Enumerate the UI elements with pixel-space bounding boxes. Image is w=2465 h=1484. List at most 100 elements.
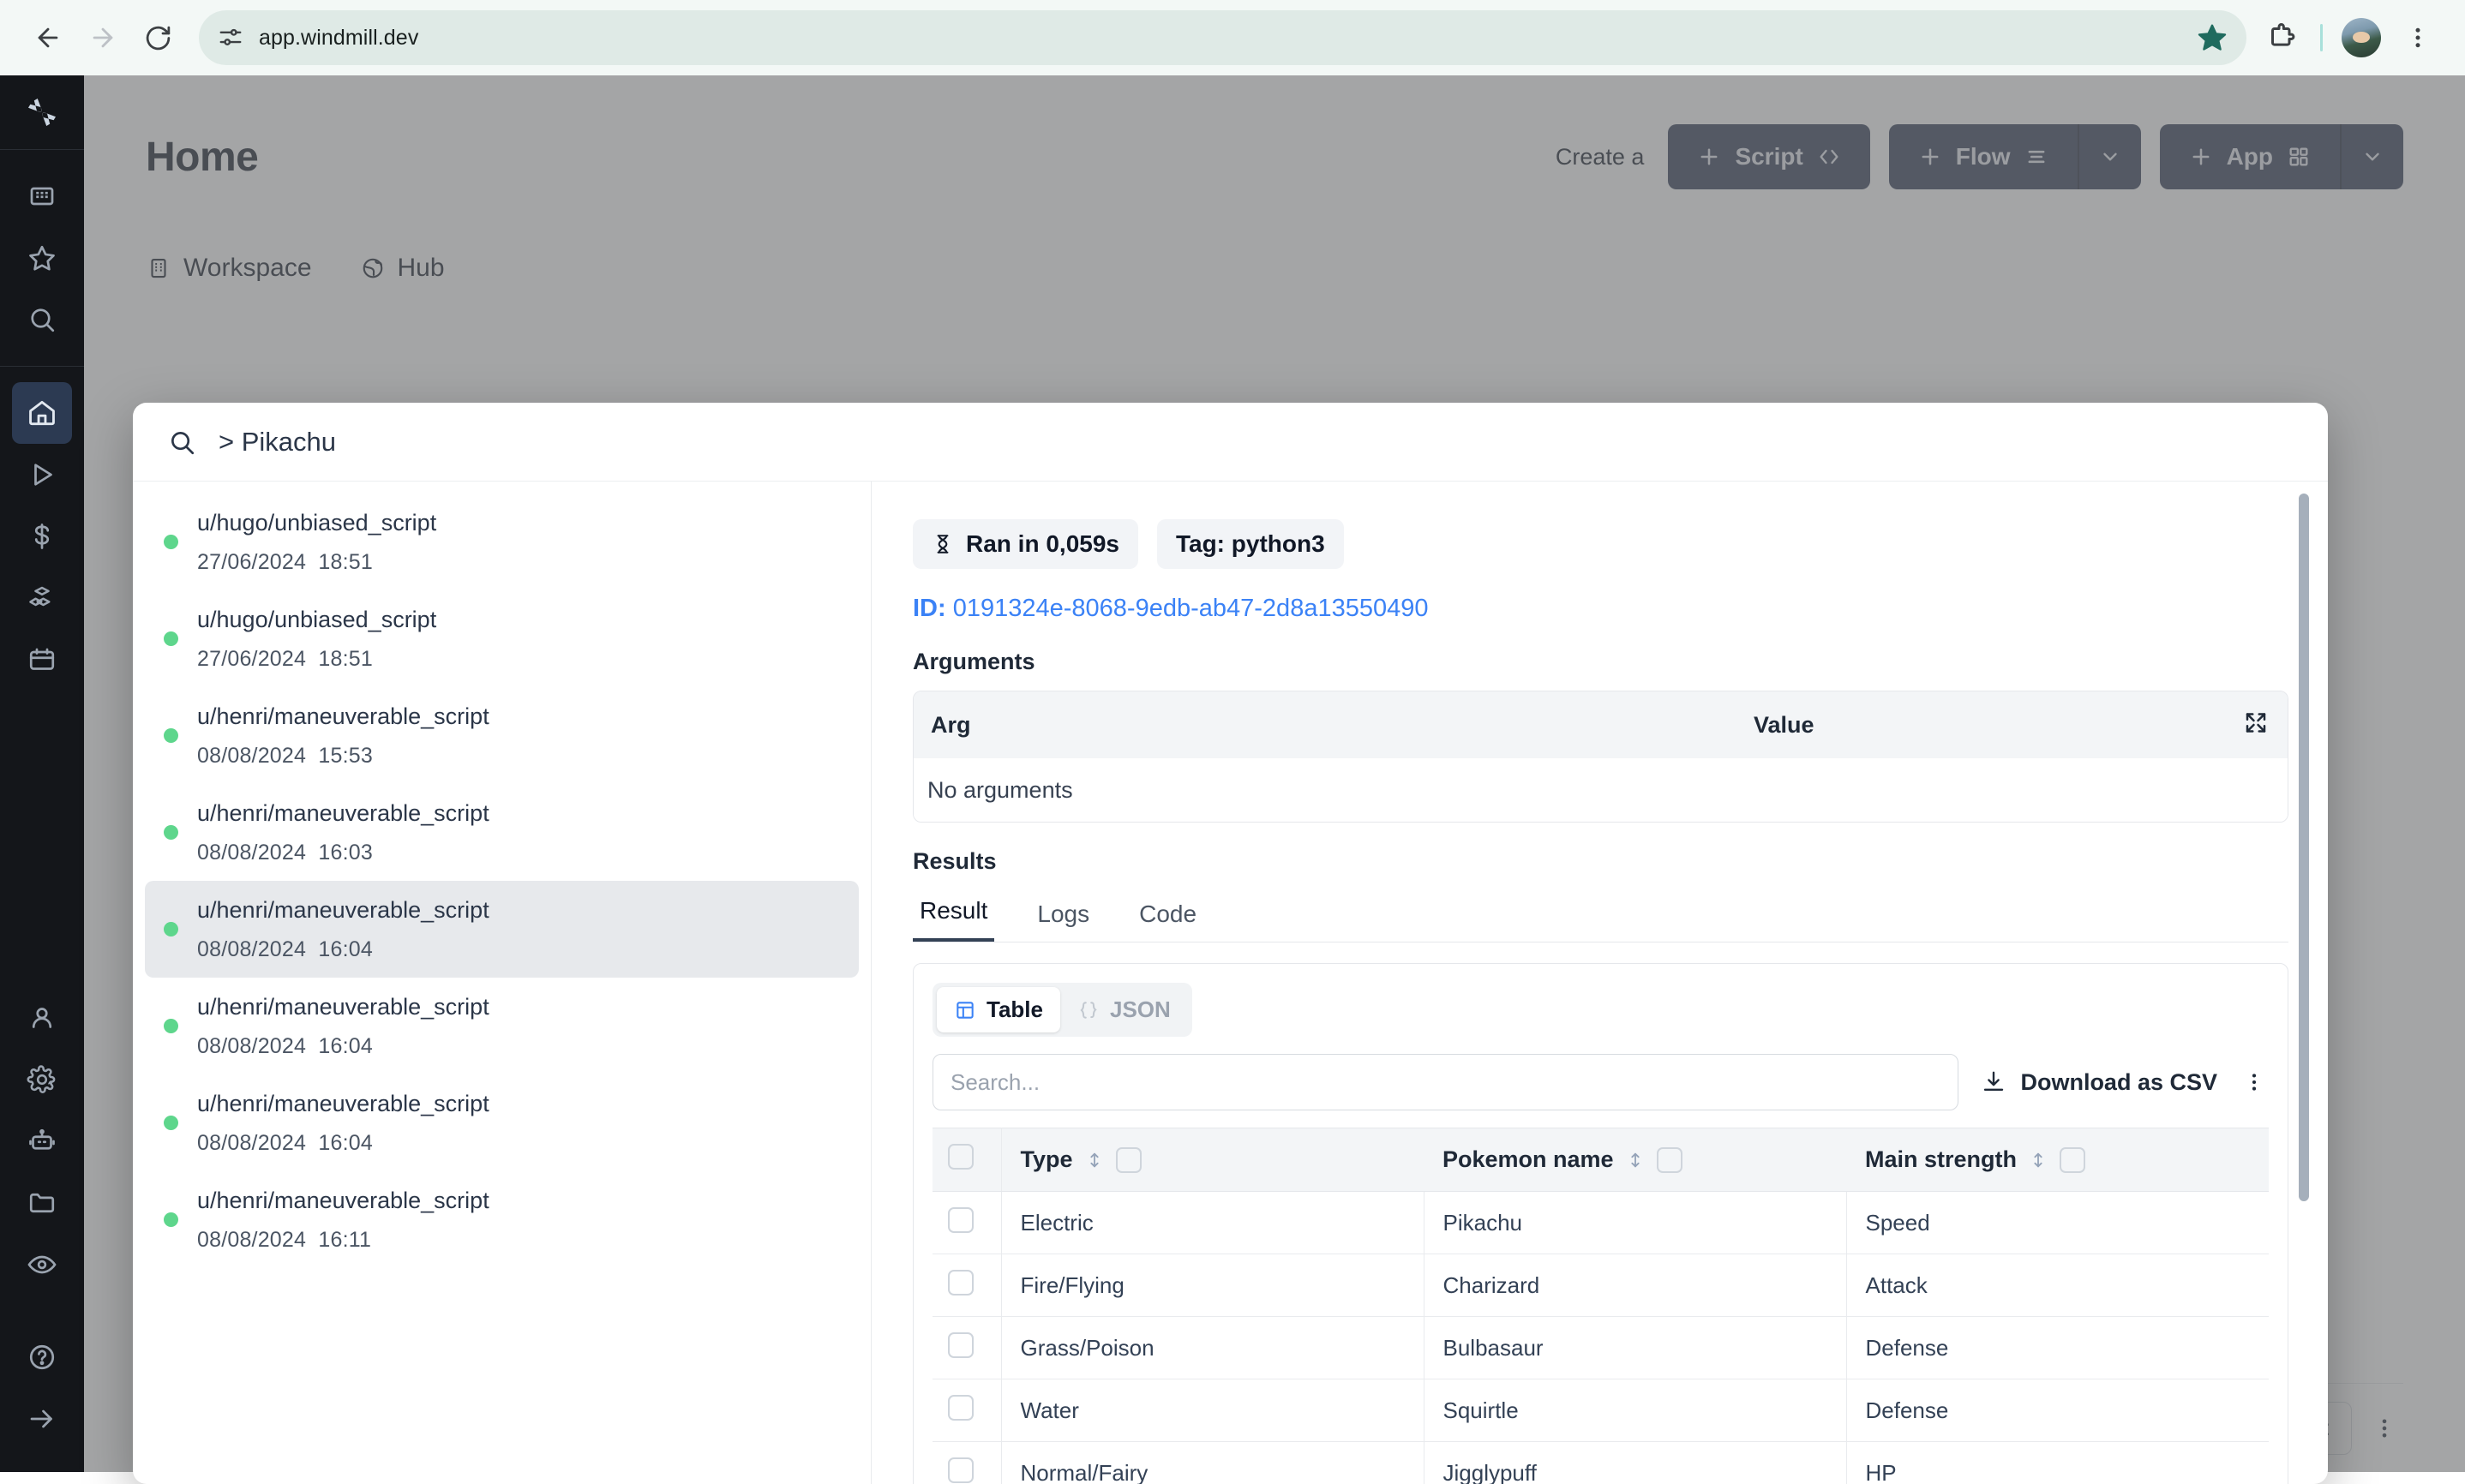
list-item-texts: u/henri/maneuverable_script 08/08/2024 1…	[197, 1188, 489, 1253]
bookmark-button[interactable]	[2190, 15, 2234, 60]
sidebar-item-runs[interactable]	[12, 444, 72, 506]
sidebar-item-search[interactable]	[12, 289, 72, 350]
cell-pokemon-name: Pikachu	[1424, 1192, 1846, 1254]
table-row[interactable]: Grass/Poison Bulbasaur Defense	[933, 1317, 2269, 1379]
list-item[interactable]: u/henri/maneuverable_script 08/08/2024 1…	[145, 1171, 859, 1268]
sidebar-item-workspace[interactable]	[12, 165, 72, 227]
sidebar-item-schedules[interactable]	[12, 629, 72, 691]
tab-result[interactable]: Result	[913, 897, 994, 942]
row-checkbox[interactable]	[948, 1270, 974, 1296]
list-item-texts: u/henri/maneuverable_script 08/08/2024 1…	[197, 1091, 489, 1156]
sidebar-item-workers[interactable]	[12, 1110, 72, 1172]
sort-icon[interactable]	[1626, 1151, 1645, 1170]
expand-button[interactable]	[2243, 710, 2269, 740]
detail-scrollbar[interactable]	[2299, 494, 2309, 1201]
sidebar-item-users[interactable]	[12, 987, 72, 1049]
arguments-table: Arg Value No arguments	[913, 691, 2288, 823]
list-item[interactable]: u/henri/maneuverable_script 08/08/2024 1…	[145, 978, 859, 1074]
profile-button[interactable]	[2335, 11, 2388, 64]
sidebar-item-home[interactable]	[12, 382, 72, 444]
windmill-logo[interactable]	[0, 75, 84, 149]
modal-search-bar[interactable]: > Pikachu	[133, 403, 2328, 482]
table-row[interactable]: Electric Pikachu Speed	[933, 1192, 2269, 1254]
select-all-cell[interactable]	[933, 1128, 1001, 1192]
list-item[interactable]: u/hugo/unbiased_script 27/06/2024 18:51	[145, 590, 859, 687]
sidebar-item-help[interactable]	[12, 1326, 72, 1388]
column-filter-checkbox-main-strength[interactable]	[2060, 1147, 2085, 1173]
table-row[interactable]: Fire/Flying Charizard Attack	[933, 1254, 2269, 1317]
reload-button[interactable]	[130, 10, 185, 65]
list-item-path: u/henri/maneuverable_script	[197, 994, 489, 1020]
status-dot	[164, 535, 178, 549]
sidebar-expand-button[interactable]	[12, 1388, 72, 1450]
row-select-cell[interactable]	[933, 1317, 1001, 1379]
site-settings-icon[interactable]	[218, 25, 243, 51]
row-select-cell[interactable]	[933, 1379, 1001, 1442]
column-header-pokemon-name[interactable]: Pokemon name	[1424, 1128, 1846, 1192]
list-item[interactable]: u/henri/maneuverable_script 08/08/2024 1…	[145, 687, 859, 784]
list-item-path: u/henri/maneuverable_script	[197, 1188, 489, 1214]
hourglass-icon	[932, 533, 954, 555]
row-checkbox[interactable]	[948, 1457, 974, 1483]
extensions-button[interactable]	[2255, 11, 2308, 64]
list-item[interactable]: u/henri/maneuverable_script 08/08/2024 1…	[145, 1074, 859, 1171]
view-toggle-json[interactable]: JSON	[1060, 987, 1188, 1032]
table-search-input[interactable]: Search...	[933, 1054, 1958, 1110]
list-item[interactable]: u/henri/maneuverable_script 08/08/2024 1…	[145, 784, 859, 881]
address-bar[interactable]: app.windmill.dev	[199, 10, 2246, 65]
sidebar-item-folders[interactable]	[12, 1172, 72, 1234]
sidebar-item-audit-logs[interactable]	[12, 1234, 72, 1296]
building-icon	[27, 181, 57, 212]
browser-actions	[2255, 11, 2444, 64]
row-select-cell[interactable]	[933, 1254, 1001, 1317]
tab-code[interactable]: Code	[1132, 901, 1203, 942]
search-input[interactable]: > Pikachu	[219, 427, 336, 458]
download-csv-button[interactable]: Download as CSV	[1981, 1069, 2217, 1096]
list-item[interactable]: u/hugo/unbiased_script 27/06/2024 18:51	[145, 494, 859, 590]
braces-icon	[1077, 999, 1100, 1021]
list-item-time: 08/08/2024 16:04	[197, 1034, 489, 1059]
row-checkbox[interactable]	[948, 1395, 974, 1421]
sidebar-item-resources[interactable]	[12, 567, 72, 629]
table-row[interactable]: Water Squirtle Defense	[933, 1379, 2269, 1442]
search-icon	[167, 428, 196, 457]
column-filter-checkbox-type[interactable]	[1116, 1147, 1142, 1173]
run-id-value[interactable]: 0191324e-8068-9edb-ab47-2d8a13550490	[953, 595, 1429, 622]
list-item-time: 08/08/2024 16:03	[197, 841, 489, 865]
table-row[interactable]: Normal/Fairy Jigglypuff HP	[933, 1442, 2269, 1484]
sort-icon[interactable]	[1085, 1151, 1104, 1170]
user-icon	[27, 1002, 57, 1033]
run-id-line: ID: 0191324e-8068-9edb-ab47-2d8a13550490	[913, 595, 2288, 623]
sidebar-item-settings[interactable]	[12, 1049, 72, 1110]
view-toggle-table-label: Table	[987, 996, 1043, 1023]
results-table: Type Pokemon name	[933, 1128, 2269, 1484]
arguments-col-arg: Arg	[931, 712, 1754, 739]
row-select-cell[interactable]	[933, 1192, 1001, 1254]
view-toggle-table[interactable]: Table	[937, 987, 1060, 1032]
sidebar-item-variables[interactable]	[12, 506, 72, 567]
browser-menu-button[interactable]	[2391, 11, 2444, 64]
tab-logs[interactable]: Logs	[1030, 901, 1096, 942]
column-filter-checkbox-pokemon-name[interactable]	[1657, 1147, 1682, 1173]
column-header-type[interactable]: Type	[1001, 1128, 1424, 1192]
select-all-checkbox[interactable]	[948, 1144, 974, 1170]
table-more-button[interactable]	[2240, 1071, 2269, 1093]
sort-icon[interactable]	[2029, 1151, 2048, 1170]
row-checkbox[interactable]	[948, 1207, 974, 1233]
list-item-time: 27/06/2024 18:51	[197, 550, 436, 575]
cell-type: Electric	[1001, 1192, 1424, 1254]
forward-button[interactable]	[75, 10, 130, 65]
rail-group-top	[12, 150, 72, 366]
column-header-main-strength[interactable]: Main strength	[1846, 1128, 2269, 1192]
table-header-row: Type Pokemon name	[933, 1128, 2269, 1192]
cell-main-strength: HP	[1846, 1442, 2269, 1484]
list-item-selected[interactable]: u/henri/maneuverable_script 08/08/2024 1…	[145, 881, 859, 978]
row-select-cell[interactable]	[933, 1442, 1001, 1484]
column-header-main-strength-label: Main strength	[1865, 1146, 2017, 1173]
back-button[interactable]	[21, 10, 75, 65]
list-item-texts: u/hugo/unbiased_script 27/06/2024 18:51	[197, 607, 436, 672]
toolbar-divider	[2320, 24, 2323, 51]
list-item-path: u/henri/maneuverable_script	[197, 897, 489, 924]
row-checkbox[interactable]	[948, 1332, 974, 1358]
sidebar-item-favorites[interactable]	[12, 227, 72, 289]
